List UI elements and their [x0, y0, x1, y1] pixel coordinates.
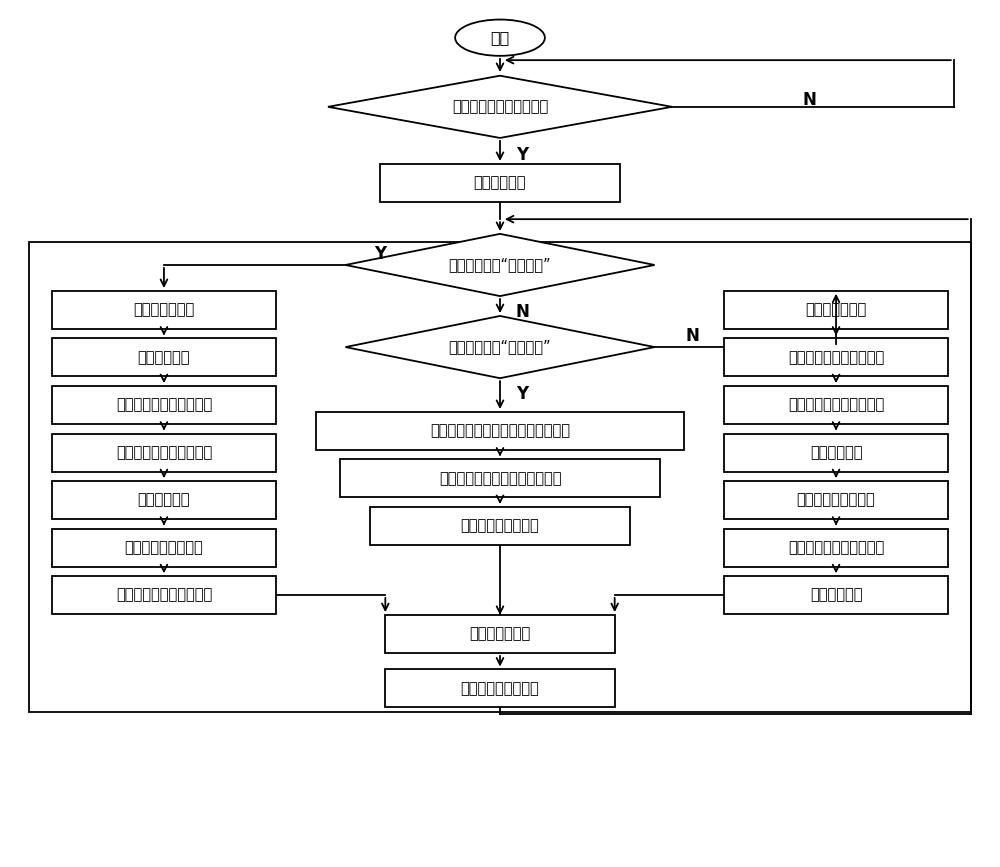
Text: 进入取车子程序: 进入取车子程序 — [805, 303, 867, 317]
FancyBboxPatch shape — [724, 434, 948, 472]
Text: Y: Y — [374, 244, 386, 263]
FancyBboxPatch shape — [385, 669, 615, 707]
Text: 旋转设备旋转至相应位置: 旋转设备旋转至相应位置 — [788, 397, 884, 413]
Ellipse shape — [455, 20, 545, 55]
FancyBboxPatch shape — [724, 576, 948, 614]
Text: N: N — [802, 91, 816, 109]
Text: 是否有人点击“我要取车”: 是否有人点击“我要取车” — [449, 340, 551, 355]
Text: 进入停车子程序: 进入停车子程序 — [133, 303, 195, 317]
FancyBboxPatch shape — [316, 412, 684, 450]
Text: 升降设备下降至一层: 升降设备下降至一层 — [125, 540, 203, 555]
Text: 旋转设备旋转至初始位置: 旋转设备旋转至初始位置 — [116, 588, 212, 603]
Polygon shape — [328, 75, 672, 138]
Polygon shape — [345, 316, 655, 378]
FancyBboxPatch shape — [52, 529, 276, 567]
Text: Y: Y — [516, 385, 528, 403]
FancyBboxPatch shape — [724, 291, 948, 329]
Text: 启动: 启动 — [490, 30, 510, 45]
Text: 对触摸屏上停车位按键进行设置: 对触摸屏上停车位按键进行设置 — [439, 471, 561, 486]
FancyBboxPatch shape — [724, 481, 948, 519]
FancyBboxPatch shape — [340, 460, 660, 498]
Text: 存取设备取车: 存取设备取车 — [138, 350, 190, 365]
Text: 旋转设备旋转至相应位置: 旋转设备旋转至相应位置 — [116, 445, 212, 460]
FancyBboxPatch shape — [724, 386, 948, 424]
Text: 允许触摸屏进行操作: 允许触摸屏进行操作 — [461, 681, 539, 696]
Text: 点亮或者息灯管理界面对应的停车位: 点亮或者息灯管理界面对应的停车位 — [430, 423, 570, 439]
FancyBboxPatch shape — [724, 338, 948, 376]
Text: 是否有人点击“我要停车”: 是否有人点击“我要停车” — [449, 257, 551, 272]
Text: 进入自动模式: 进入自动模式 — [474, 175, 526, 191]
FancyBboxPatch shape — [52, 291, 276, 329]
Text: Y: Y — [516, 147, 528, 164]
Text: 存取设备停车: 存取设备停车 — [138, 492, 190, 507]
Text: 升降设备上升至相应楼层: 升降设备上升至相应楼层 — [788, 350, 884, 365]
FancyBboxPatch shape — [52, 338, 276, 376]
FancyBboxPatch shape — [385, 615, 615, 653]
FancyBboxPatch shape — [52, 576, 276, 614]
FancyBboxPatch shape — [52, 481, 276, 519]
Text: 循环开始指示灯是否点亮: 循环开始指示灯是否点亮 — [452, 100, 548, 114]
FancyBboxPatch shape — [370, 507, 630, 545]
Text: 禁止触摸屏进行操作: 禁止触摸屏进行操作 — [461, 518, 539, 533]
Text: 旋转设备旋转至初始位置: 旋转设备旋转至初始位置 — [788, 540, 884, 555]
Polygon shape — [345, 234, 655, 297]
Text: 升降设备下降至一层: 升降设备下降至一层 — [797, 492, 875, 507]
Text: 升降设备上升至相应楼层: 升降设备上升至相应楼层 — [116, 397, 212, 413]
FancyBboxPatch shape — [52, 434, 276, 472]
FancyBboxPatch shape — [380, 164, 620, 202]
FancyBboxPatch shape — [52, 386, 276, 424]
Text: N: N — [515, 303, 529, 321]
Text: 存取设备停车: 存取设备停车 — [810, 588, 862, 603]
Text: 完成停车或取车: 完成停车或取车 — [469, 627, 531, 642]
FancyBboxPatch shape — [724, 529, 948, 567]
Text: N: N — [686, 327, 699, 345]
Text: 存取设备取车: 存取设备取车 — [810, 445, 862, 460]
